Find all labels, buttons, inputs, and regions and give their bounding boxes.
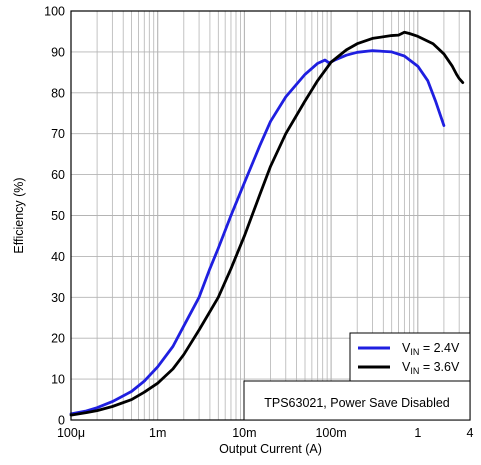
x-axis-title: Output Current (A) [219, 442, 322, 456]
x-tick-label: 1 [414, 426, 421, 440]
y-tick-label: 100 [44, 5, 65, 19]
annotation-box: TPS63021, Power Save Disabled [243, 380, 471, 421]
y-axis-title: Efficiency (%) [12, 177, 26, 253]
y-tick-label: 50 [51, 209, 65, 223]
series-line-0 [69, 49, 446, 416]
x-tick-label: 1m [149, 426, 166, 440]
x-tick-label: 4 [467, 426, 474, 440]
y-tick-label: 80 [51, 86, 65, 100]
legend-label-vin-2-4v: VIN = 2.4V [402, 341, 460, 357]
legend: VIN = 2.4V VIN = 3.6V [349, 332, 471, 382]
x-tick-label: 10m [232, 426, 256, 440]
y-tick-label: 20 [51, 332, 65, 346]
legend-box [349, 332, 471, 382]
y-tick-label: 10 [51, 373, 65, 387]
annotation-frame [243, 380, 471, 421]
y-tick-label: 70 [51, 127, 65, 141]
y-tick-label: 30 [51, 291, 65, 305]
series-lines [69, 30, 465, 417]
x-tick-label: 100μ [57, 426, 85, 440]
y-tick-label: 60 [51, 168, 65, 182]
y-tick-label: 40 [51, 250, 65, 264]
axis-ticks: 0 10 20 30 40 50 60 70 80 90 100 100μ 1m 10m 100m 1 4 [44, 5, 473, 441]
y-tick-label: 0 [58, 414, 65, 428]
y-tick-label: 90 [51, 45, 65, 59]
series-line-1 [69, 30, 465, 417]
annotation-text: TPS63021, Power Save Disabled [264, 396, 450, 410]
legend-label-vin-3-6v: VIN = 3.6V [402, 360, 460, 376]
x-tick-label: 100m [315, 426, 346, 440]
